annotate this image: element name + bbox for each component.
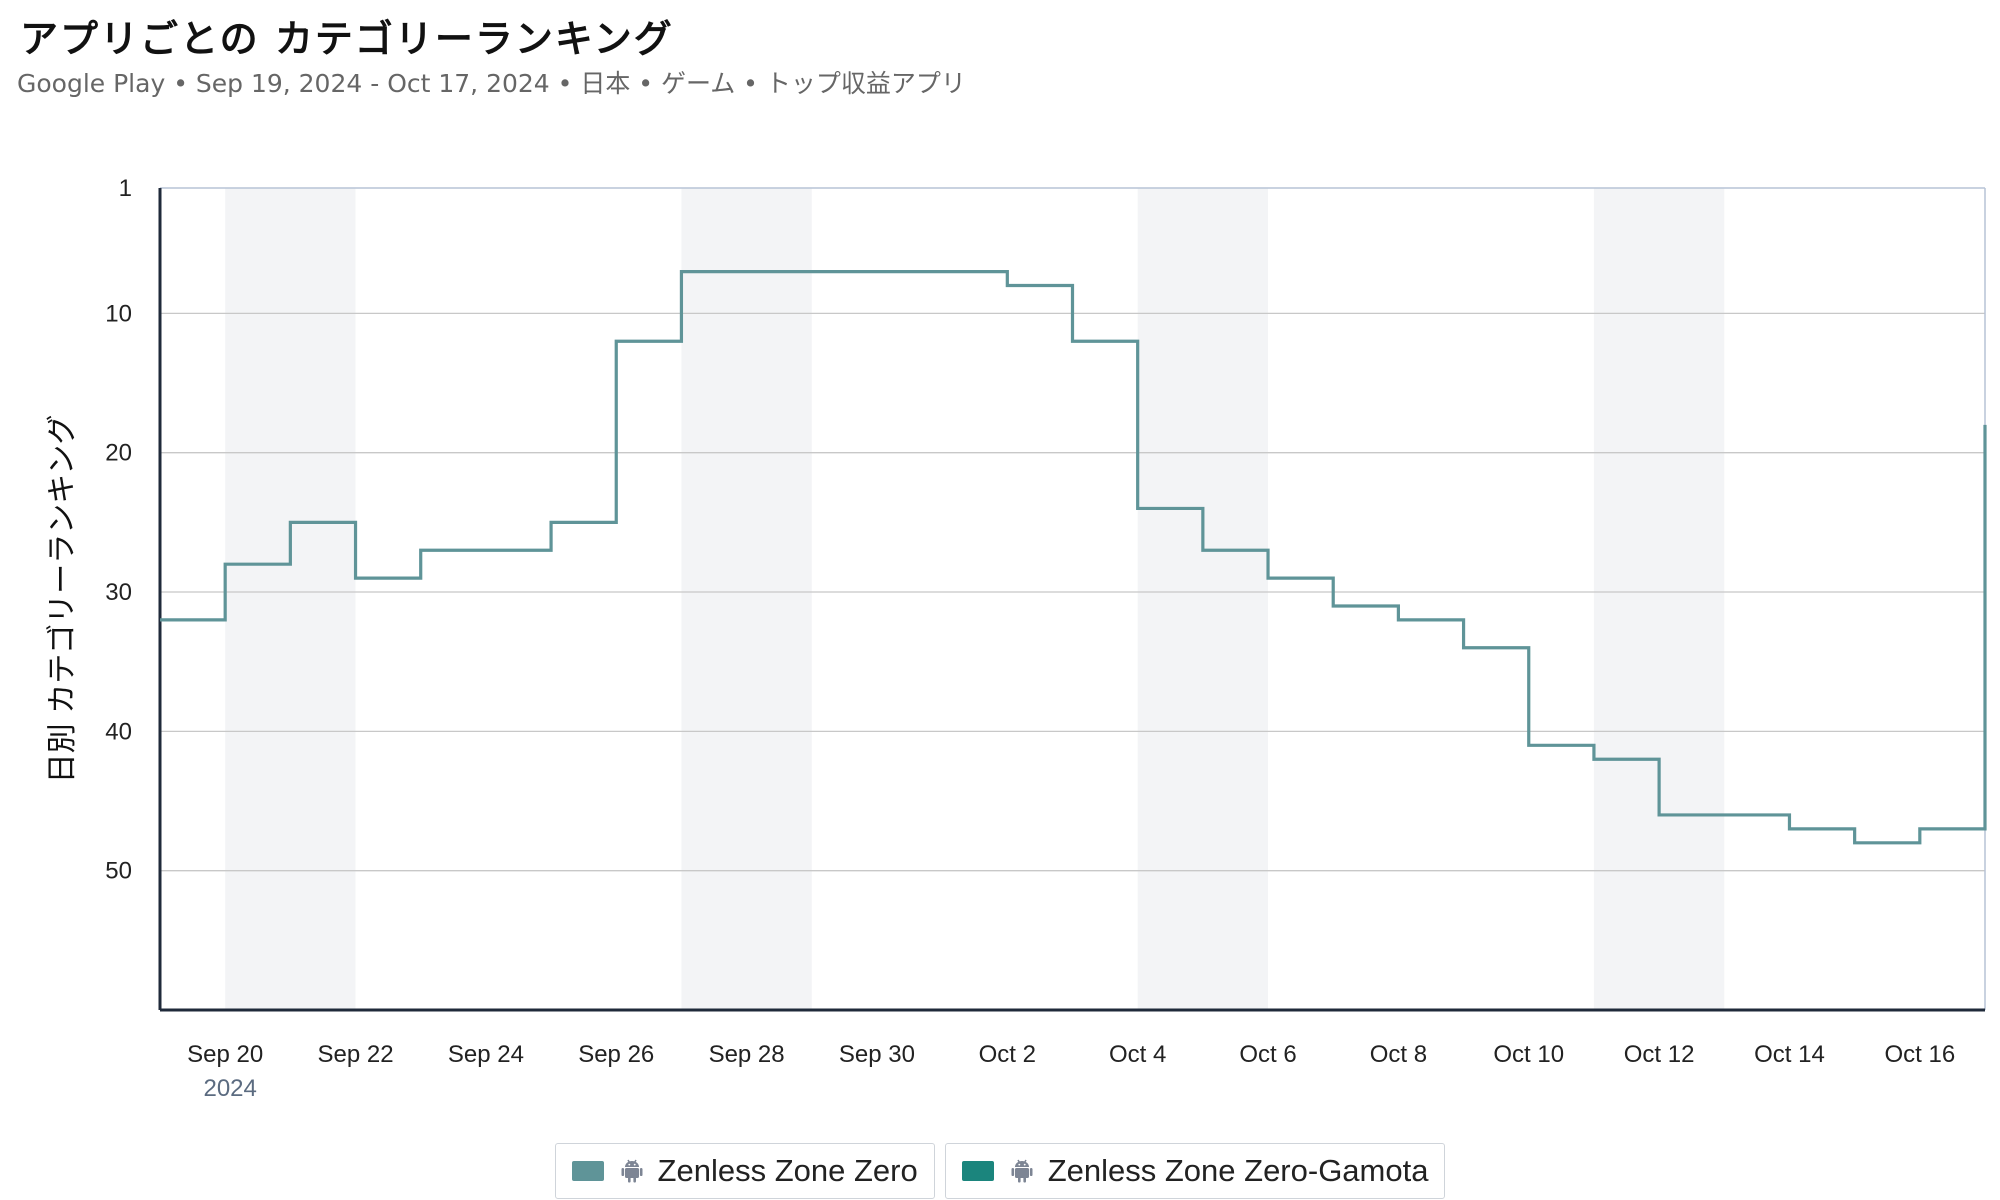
x-tick-label-8: Oct 6 xyxy=(1239,1041,1296,1068)
y-axis-ticks: 1 10 20 30 40 50 xyxy=(105,175,132,885)
data-point-0-21 xyxy=(1528,745,1529,746)
data-point-0-11 xyxy=(876,271,877,272)
data-point-0-20 xyxy=(1463,647,1464,648)
x-tick-label-7: Oct 4 xyxy=(1109,1041,1166,1068)
data-point-0-6 xyxy=(550,522,551,523)
android-icon xyxy=(1011,1159,1033,1183)
data-point-0-27 xyxy=(1919,828,1920,829)
weekend-band-3 xyxy=(1593,188,1725,1010)
legend: Zenless Zone Zero Zenless Zone Zero-Gamot… xyxy=(0,1143,2000,1199)
data-point-0-3 xyxy=(355,578,356,579)
weekend-band-2 xyxy=(1137,188,1269,1010)
data-point-0-0 xyxy=(159,619,160,620)
data-point-0-28 xyxy=(1984,424,1985,425)
x-tick-label-10: Oct 10 xyxy=(1493,1041,1564,1068)
data-point-0-10 xyxy=(811,271,812,272)
x-tick-label-1: Sep 22 xyxy=(317,1041,393,1068)
y-axis-label: 日別 カテゴリーランキング xyxy=(45,415,80,784)
series-layer xyxy=(159,269,1987,845)
legend-swatch xyxy=(961,1161,994,1181)
chart-subtitle: Google Play • Sep 19, 2024 - Oct 17, 202… xyxy=(17,69,966,98)
y-tick-label-1: 1 xyxy=(119,175,132,202)
legend-item-0[interactable]: Zenless Zone Zero xyxy=(554,1143,935,1199)
x-axis-ticks: Sep 20 Sep 22 Sep 24 Sep 26 Sep 28 Sep 30 Oct … xyxy=(187,1041,1955,1068)
y-tick-label-50: 50 xyxy=(105,858,132,885)
legend-swatch xyxy=(571,1161,604,1181)
x-tick-label-2: Sep 24 xyxy=(448,1041,524,1068)
x-tick-label-13: Oct 16 xyxy=(1884,1041,1955,1068)
legend-label: Zenless Zone Zero-Gamota xyxy=(1047,1153,1429,1188)
data-point-0-23 xyxy=(1659,814,1660,815)
y-tick-label-10: 10 xyxy=(105,300,132,327)
data-point-0-7 xyxy=(616,341,617,342)
x-year-label: 2024 xyxy=(203,1075,256,1102)
data-point-0-5 xyxy=(485,550,486,551)
android-icon xyxy=(621,1159,643,1183)
chart-title: アプリごとの カテゴリーランキング xyxy=(20,17,674,61)
data-point-0-25 xyxy=(1789,828,1790,829)
x-tick-label-6: Oct 2 xyxy=(979,1041,1036,1068)
data-point-0-12 xyxy=(942,271,943,272)
x-tick-label-4: Sep 28 xyxy=(709,1041,785,1068)
data-point-0-15 xyxy=(1137,508,1138,509)
data-point-0-13 xyxy=(1007,285,1008,286)
data-point-0-17 xyxy=(1267,578,1268,579)
data-point-0-4 xyxy=(420,550,421,551)
x-tick-label-3: Sep 26 xyxy=(578,1041,654,1068)
x-tick-label-5: Sep 30 xyxy=(839,1041,915,1068)
legend-item-1[interactable]: Zenless Zone Zero-Gamota xyxy=(944,1143,1446,1199)
legend-label: Zenless Zone Zero xyxy=(657,1153,918,1188)
y-tick-label-30: 30 xyxy=(105,579,132,606)
data-point-0-16 xyxy=(1202,550,1203,551)
data-point-0-9 xyxy=(746,271,747,272)
data-point-0-24 xyxy=(1724,814,1725,815)
data-point-0-2 xyxy=(290,522,291,523)
x-tick-label-9: Oct 8 xyxy=(1370,1041,1427,1068)
data-point-0-18 xyxy=(1333,605,1334,606)
data-point-0-22 xyxy=(1593,759,1594,760)
data-point-0-19 xyxy=(1398,619,1399,620)
x-tick-label-0: Sep 20 xyxy=(187,1041,263,1068)
data-point-0-26 xyxy=(1854,842,1855,843)
series-line-0 xyxy=(160,269,1987,845)
data-point-0-14 xyxy=(1072,341,1073,342)
y-tick-label-20: 20 xyxy=(105,440,132,467)
weekend-bands xyxy=(225,188,1725,1010)
x-tick-label-12: Oct 14 xyxy=(1754,1041,1825,1068)
data-point-0-8 xyxy=(681,271,682,272)
weekend-band-0 xyxy=(225,188,356,1010)
weekend-band-1 xyxy=(681,188,812,1010)
x-tick-label-11: Oct 12 xyxy=(1624,1041,1695,1068)
data-point-0-1 xyxy=(225,564,226,565)
y-tick-label-40: 40 xyxy=(105,718,132,745)
